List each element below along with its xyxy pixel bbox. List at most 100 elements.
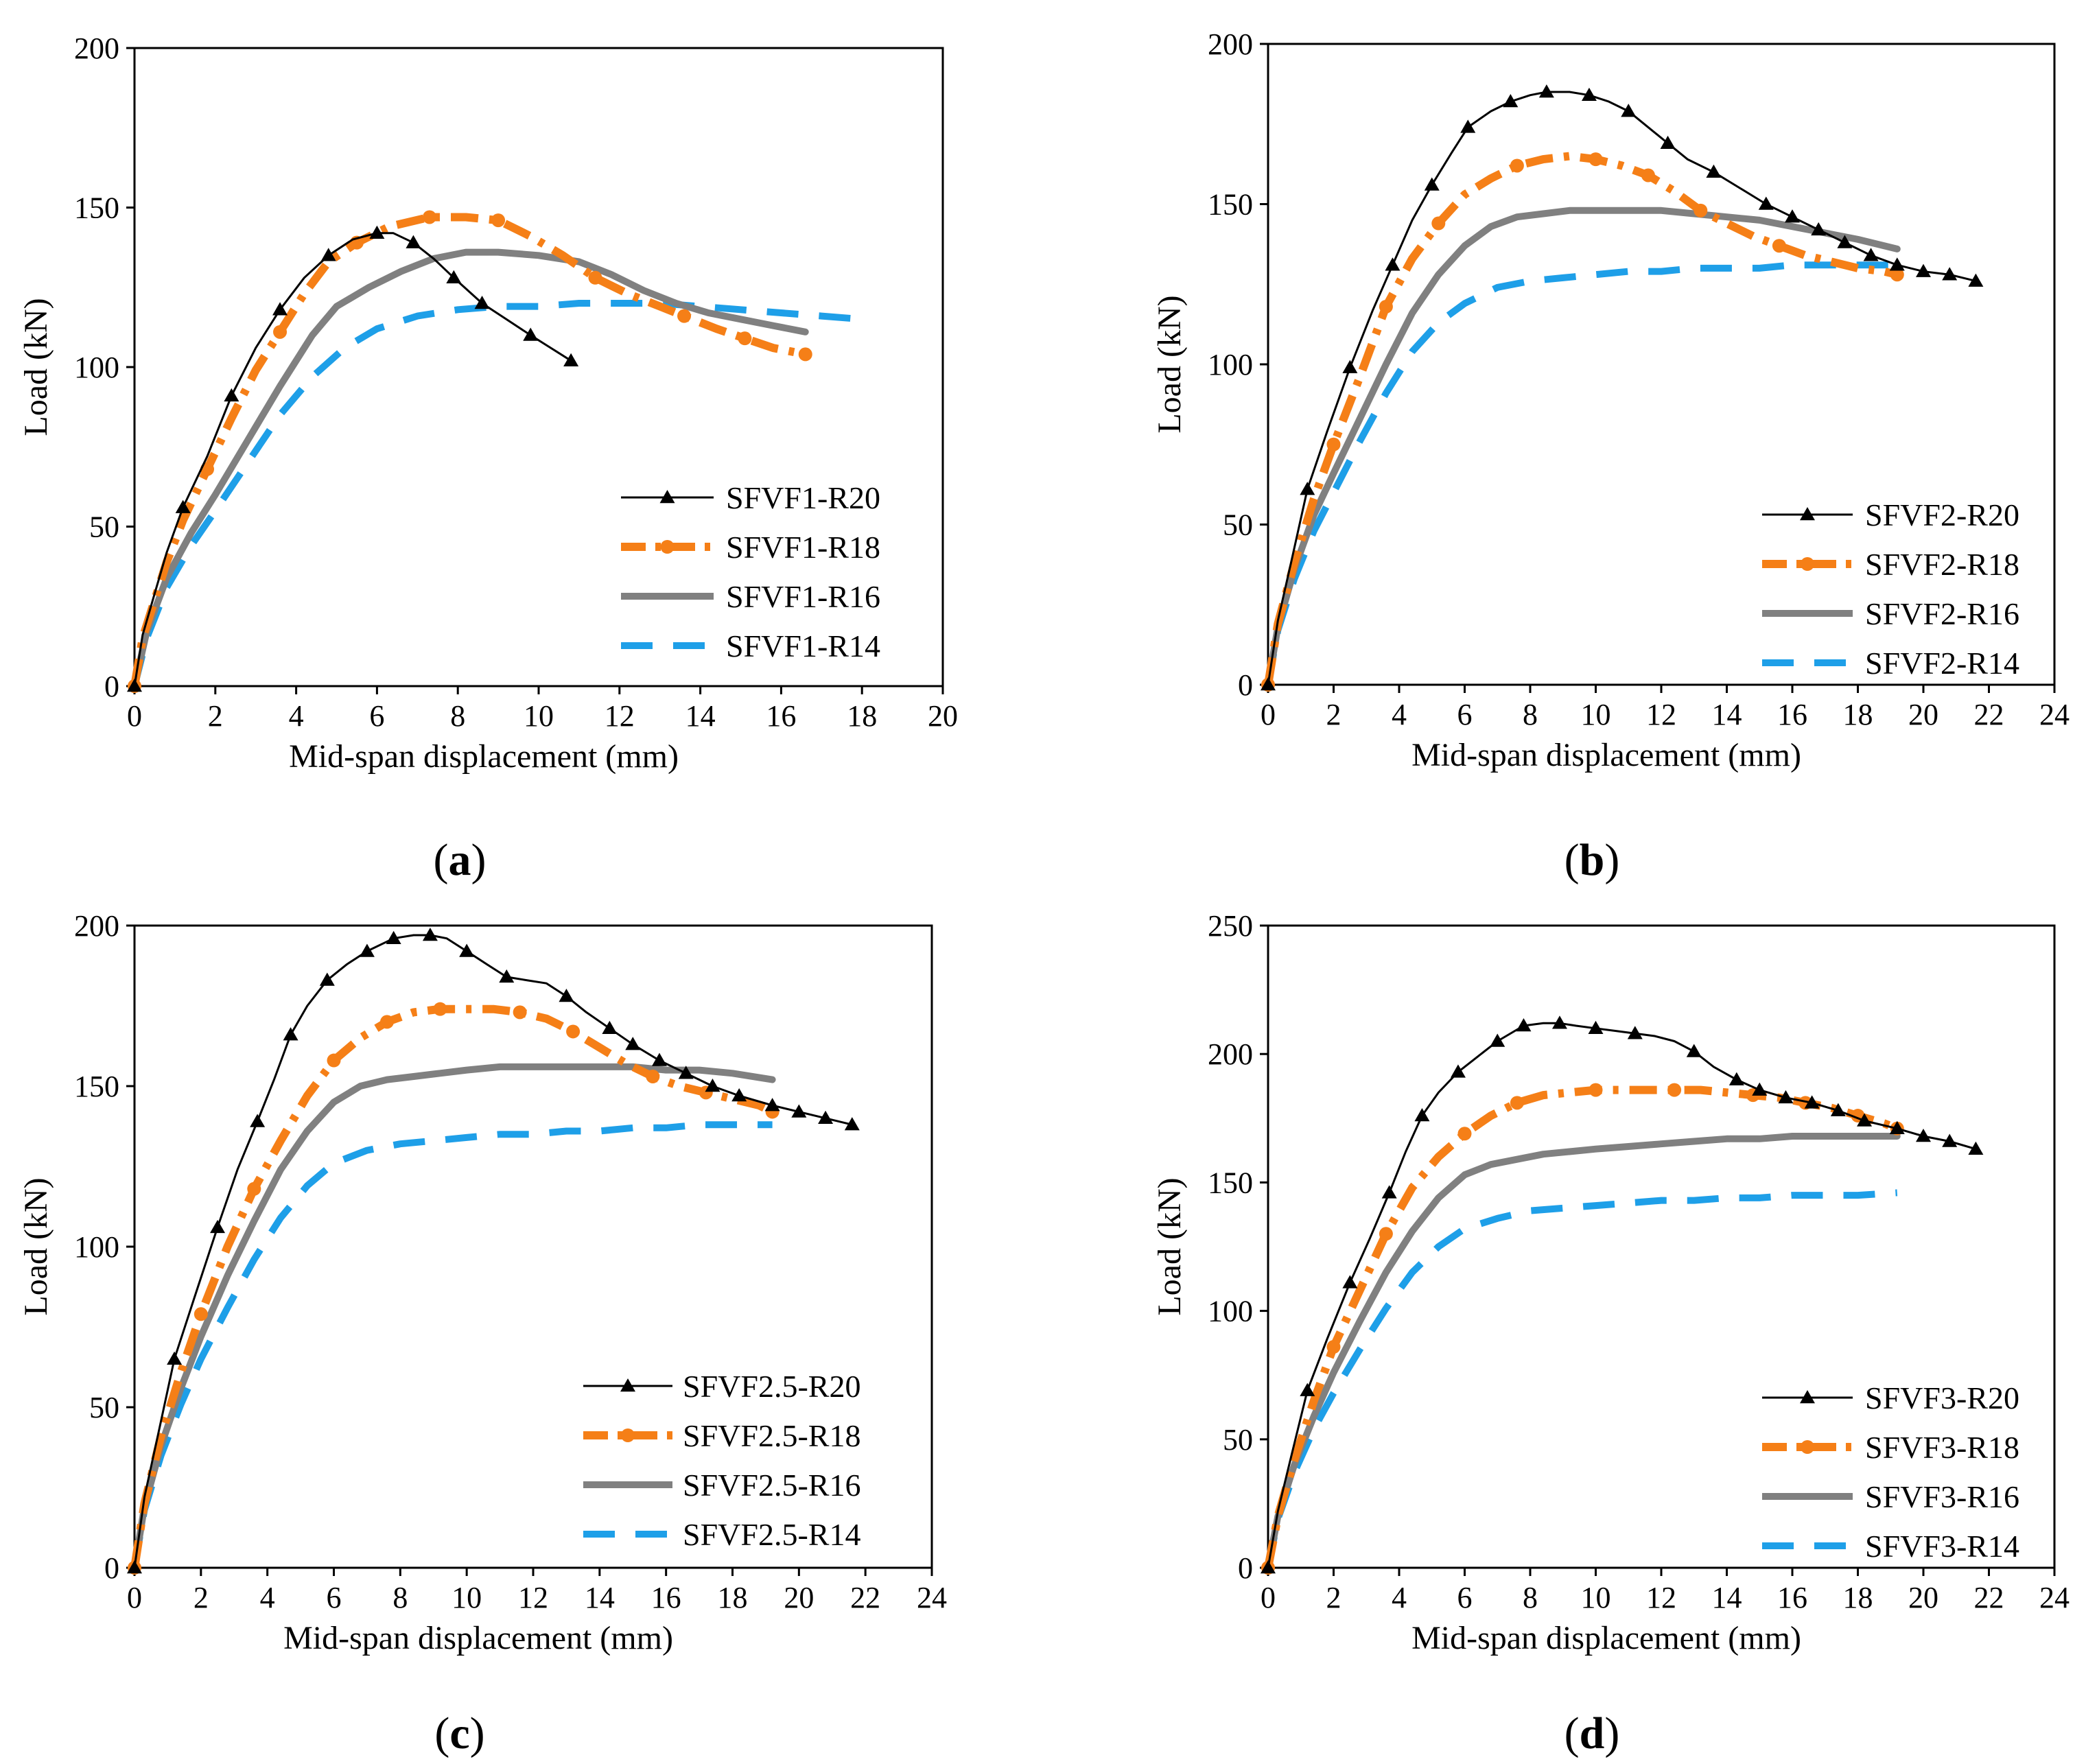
y-tick-label: 200 <box>74 909 119 943</box>
data-point-SFVF2-R18 <box>1890 268 1904 282</box>
data-point-SFVF2.5-R20 <box>731 1088 747 1102</box>
data-point-SFVF2-R18 <box>1772 239 1786 253</box>
data-point-SFVF3-R20 <box>1752 1082 1768 1096</box>
data-point-SFVF1-R18 <box>738 331 752 346</box>
x-tick-label: 4 <box>289 699 304 733</box>
data-point-SFVF1-R20 <box>406 235 421 248</box>
data-point-SFVF2.5-R20 <box>459 943 475 957</box>
y-tick-label: 100 <box>1208 1295 1253 1328</box>
y-axis-title: Load (kN) <box>18 298 54 436</box>
legend-marker-SFVF1-R18 <box>660 540 675 554</box>
x-tick-label: 22 <box>1974 698 2004 731</box>
data-point-SFVF1-R18 <box>491 213 506 228</box>
data-point-SFVF1-R20 <box>272 302 288 316</box>
x-tick-label: 18 <box>1843 1581 1873 1614</box>
series-SFVF2.5-R14 <box>131 1121 773 1568</box>
x-tick-label: 2 <box>1326 1581 1341 1614</box>
data-point-SFVF3-R20 <box>1728 1072 1744 1085</box>
y-tick-label: 50 <box>89 510 119 544</box>
data-point-SFVF2-R20 <box>1581 87 1597 101</box>
data-point-SFVF2.5-R20 <box>818 1110 834 1125</box>
x-tick-label: 8 <box>1523 698 1538 731</box>
data-point-SFVF2-R20 <box>1758 196 1774 210</box>
series-line-SFVF3-R20 <box>1267 1022 1977 1569</box>
x-axis-title: Mid-span displacement (mm) <box>1411 737 1801 773</box>
data-point-SFVF1-R20 <box>320 248 336 261</box>
legend-label-SFVF2.5-R18: SFVF2.5-R18 <box>683 1418 860 1453</box>
data-point-SFVF3-R20 <box>1942 1133 1958 1147</box>
data-point-SFVF2.5-R20 <box>283 1027 298 1041</box>
y-tick-label: 0 <box>1238 668 1253 702</box>
data-point-SFVF2-R18 <box>1510 158 1524 173</box>
data-point-SFVF2.5-R20 <box>386 930 401 944</box>
y-tick-label: 100 <box>74 1230 119 1264</box>
x-tick-label: 16 <box>1777 698 1807 731</box>
data-point-SFVF3-R18 <box>1379 1227 1393 1241</box>
data-point-SFVF2.5-R18 <box>379 1015 394 1029</box>
data-point-SFVF1-R20 <box>523 327 539 341</box>
y-tick-label: 150 <box>1208 1166 1253 1199</box>
data-point-SFVF1-R18 <box>422 210 436 224</box>
legend: SFVF3-R20 SFVF3-R18 SFVF3-R16 SFVF3-R14 <box>1762 1380 2019 1564</box>
caption-letter: d <box>1580 1708 1605 1759</box>
series-line-SFVF2-R20 <box>1267 91 1977 686</box>
y-tick-label: 150 <box>74 1070 119 1103</box>
caption-letter: b <box>1580 835 1605 885</box>
data-point-SFVF1-R18 <box>677 309 692 323</box>
x-tick-label: 12 <box>518 1581 548 1614</box>
data-point-SFVF2.5-R20 <box>359 943 375 957</box>
data-point-SFVF3-R20 <box>1342 1275 1358 1289</box>
series-SFVF2.5-R18 <box>128 1002 780 1575</box>
legend-label-SFVF2-R14: SFVF2-R14 <box>1865 646 2019 681</box>
x-tick-label: 6 <box>1457 1581 1473 1614</box>
data-point-SFVF2.5-R20 <box>319 972 335 986</box>
chart-panel-d: 0 2 4 6 8 10 12 14 16 18 20 22 24050100150200250Mid-… <box>1151 909 2070 1759</box>
y-tick-label: 200 <box>1208 27 1253 61</box>
legend-marker-SFVF3-R20 <box>1800 1390 1815 1404</box>
x-tick-label: 16 <box>1777 1581 1807 1614</box>
data-point-SFVF2-R20 <box>1811 222 1827 236</box>
data-point-SFVF3-R18 <box>1667 1083 1682 1097</box>
data-point-SFVF1-R20 <box>224 388 239 402</box>
series-SFVF1-R20 <box>127 225 579 692</box>
x-tick-label: 8 <box>392 1581 408 1614</box>
panel-caption: (c) <box>434 1708 484 1759</box>
series-line-SFVF2-R16 <box>1265 207 1901 688</box>
data-point-SFVF3-R20 <box>1490 1033 1505 1047</box>
y-tick-label: 150 <box>74 191 119 225</box>
data-point-SFVF1-R20 <box>446 270 462 284</box>
series-line-SFVF2-R14 <box>1265 261 1897 685</box>
data-point-SFVF3-R18 <box>1457 1127 1472 1141</box>
caption-close: ) <box>1604 835 1619 885</box>
data-point-SFVF3-R20 <box>1889 1120 1905 1135</box>
y-tick-label: 250 <box>1208 909 1253 943</box>
data-point-SFVF2.5-R18 <box>433 1002 447 1016</box>
data-point-SFVF2-R18 <box>1326 437 1341 451</box>
series-line-SFVF2.5-R14 <box>131 1121 773 1568</box>
data-point-SFVF2.5-R20 <box>559 988 574 1002</box>
x-axis-title: Mid-span displacement (mm) <box>1411 1620 1801 1656</box>
y-tick-label: 0 <box>104 670 119 703</box>
data-point-SFVF2-R20 <box>1706 164 1722 178</box>
x-tick-label: 22 <box>850 1581 880 1614</box>
data-point-SFVF1-R20 <box>127 679 142 692</box>
x-tick-label: 14 <box>1712 1581 1742 1614</box>
x-tick-label: 6 <box>1457 698 1473 731</box>
y-tick-label: 50 <box>1223 508 1253 542</box>
data-point-SFVF3-R20 <box>1968 1141 1984 1155</box>
data-point-SFVF3-R20 <box>1686 1044 1702 1057</box>
legend-label-SFVF1-R14: SFVF1-R14 <box>726 628 880 663</box>
x-tick-label: 12 <box>605 699 635 733</box>
data-point-SFVF1-R20 <box>175 499 191 513</box>
panel-caption: (b) <box>1565 835 1620 885</box>
data-point-SFVF3-R18 <box>1326 1340 1341 1354</box>
series-SFVF3-R14 <box>1265 1189 1898 1568</box>
data-point-SFVF2-R20 <box>1460 119 1476 133</box>
series-SFVF1-R16 <box>131 248 809 690</box>
x-tick-label: 18 <box>1843 698 1873 731</box>
x-tick-label: 8 <box>450 699 465 733</box>
series-SFVF2.5-R20 <box>127 928 860 1574</box>
x-axis-title: Mid-span displacement (mm) <box>289 738 679 775</box>
data-point-SFVF3-R20 <box>1414 1108 1430 1122</box>
